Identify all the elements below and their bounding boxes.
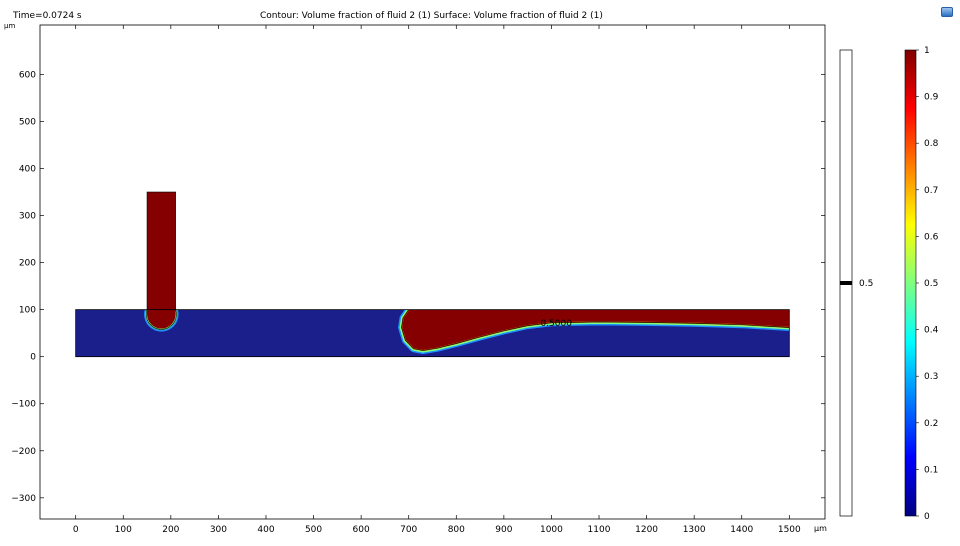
y-tick-label: −300 (11, 494, 36, 504)
y-tick-label: 0 (30, 353, 36, 363)
contour-level-label: 0.5000 (540, 319, 572, 329)
colorbar-tick-label: 0.7 (924, 186, 938, 196)
droplet-contour (145, 309, 177, 330)
y-tick-label: 100 (19, 306, 36, 316)
x-tick-label: 200 (162, 525, 179, 535)
colorbar-tick-label: 0.5 (924, 279, 938, 289)
contour-legend: 0.5 (839, 49, 873, 517)
y-tick-label: 300 (19, 212, 36, 222)
y-tick-label: −200 (11, 447, 36, 457)
x-tick-label: 400 (257, 525, 274, 535)
colorbar: 0 0.1 0.2 0.3 0.4 0.5 0.6 0.7 0.8 0.9 1 (904, 46, 939, 522)
side-inlet-channel (146, 191, 176, 310)
field-layer: 0.5000 (75, 191, 790, 358)
droplet-fluid2 (147, 309, 176, 329)
x-tick-label: 500 (305, 525, 322, 535)
colorbar-tick-label: 0.9 (924, 93, 939, 103)
x-tick-label: 800 (448, 525, 465, 535)
axes-frame (39, 24, 826, 520)
colorbar-tick-label: 1 (924, 46, 930, 56)
colorbar-gradient (904, 49, 917, 517)
y-tick-label: 400 (19, 164, 36, 174)
colorbar-tick-label: 0.2 (924, 419, 938, 429)
x-tick-label: 100 (115, 525, 132, 535)
ticks-layer: 0 100 200 300 400 500 600 700 800 900 1000 1100 1200… (11, 25, 825, 535)
interface-contour-line (401, 309, 790, 351)
y-axis-unit-label: µm (4, 22, 16, 30)
time-label: Time=0.0724 s (13, 11, 82, 21)
x-tick-label: 300 (210, 525, 227, 535)
channel-clip-group (144, 309, 790, 355)
x-tick-label: 1200 (635, 525, 658, 535)
colorbar-tick-label: 0 (924, 512, 930, 522)
x-tick-label: 1500 (778, 525, 801, 535)
x-tick-label: 600 (353, 525, 370, 535)
x-tick-label: 1100 (588, 525, 611, 535)
x-tick-label: 1300 (683, 525, 706, 535)
fluid2-slug (401, 309, 790, 351)
x-tick-label: 700 (400, 525, 417, 535)
colorbar-tick-label: 0.8 (924, 139, 939, 149)
y-tick-label: −100 (11, 400, 36, 410)
y-tick-label: 200 (19, 259, 36, 269)
plot-title: Contour: Volume fraction of fluid 2 (1) … (260, 11, 603, 21)
droplet-neck (147, 309, 176, 315)
colorbar-tick-label: 0.6 (924, 232, 939, 242)
y-tick-label: 500 (19, 117, 36, 127)
contour-legend-level-mark (840, 281, 852, 285)
x-tick-label: 1000 (540, 525, 563, 535)
window-icon[interactable] (941, 7, 953, 17)
x-tick-label: 900 (495, 525, 512, 535)
contour-legend-level-label: 0.5 (859, 279, 873, 289)
y-tick-label: 600 (19, 70, 36, 80)
colorbar-tick-label: 0.3 (924, 372, 938, 382)
colorbar-tick-label: 0.4 (924, 326, 939, 336)
x-axis-unit-label: µm (814, 524, 827, 533)
main-channel-outline (75, 309, 790, 358)
colorbar-tick-label: 0.1 (924, 465, 938, 475)
x-tick-label: 1400 (730, 525, 753, 535)
x-tick-label: 0 (73, 525, 79, 535)
